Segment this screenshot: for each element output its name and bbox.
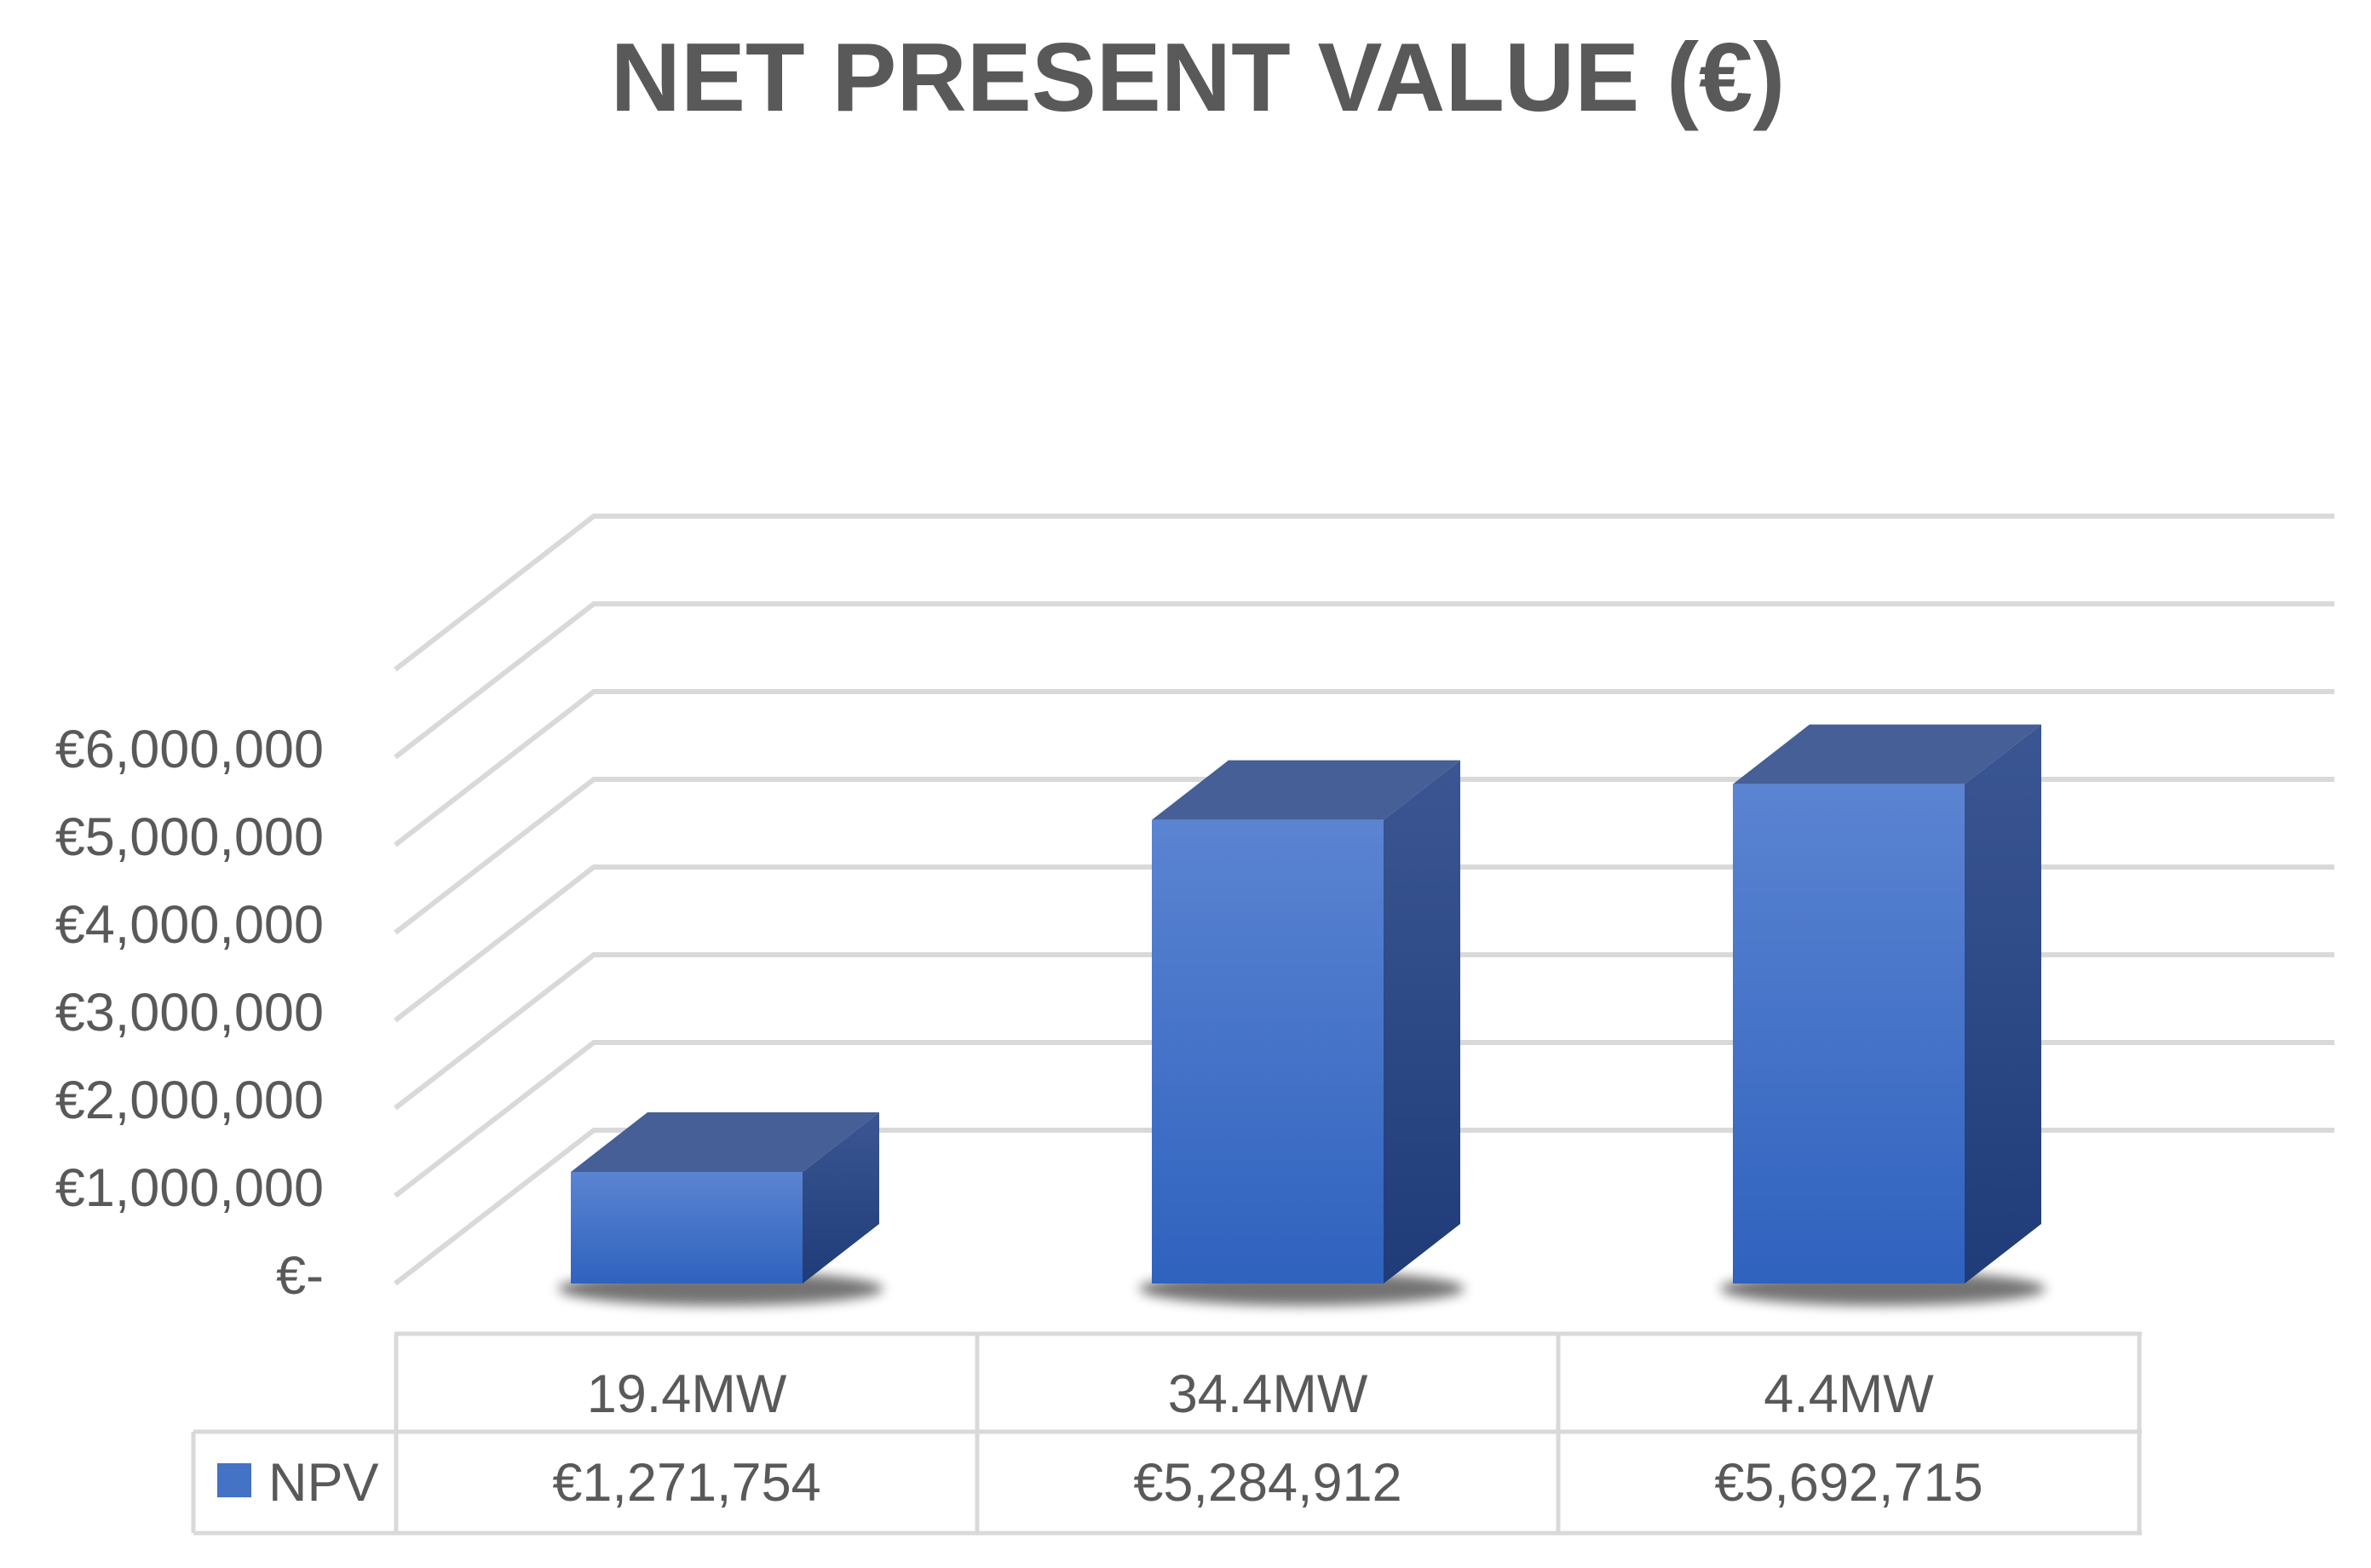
gridline (394, 689, 2334, 847)
y-tick-label: €1,000,000 (55, 1158, 324, 1218)
gridline (394, 514, 2334, 672)
chart-title: NET PRESENT VALUE (€) (611, 24, 1786, 132)
y-axis-tick-labels: €- €1,000,000 €2,000,000 €3,000,000 €4,000,0… (55, 720, 324, 1306)
bar-side-face (803, 1112, 879, 1284)
bar-front-face (1733, 784, 1965, 1284)
bar (558, 1112, 883, 1306)
bar-top-face (1733, 724, 2041, 784)
gridlines (394, 514, 2334, 1286)
y-tick-label: €3,000,000 (55, 983, 324, 1042)
data-table: NPV 19.4MW 34.4MW 4.4MW €1,271,754 €5,28… (191, 1331, 2142, 1536)
value-cell: €5,284,912 (1133, 1453, 1401, 1513)
category-label: 19.4MW (587, 1364, 787, 1424)
bar-front-face (1152, 819, 1384, 1284)
bar-side-face (1965, 724, 2041, 1284)
legend-swatch (217, 1463, 251, 1497)
bar-front-face (571, 1172, 803, 1284)
bar-top-face (1152, 760, 1460, 820)
category-label: 34.4MW (1168, 1364, 1368, 1424)
y-tick-label: €- (276, 1246, 324, 1306)
y-tick-label: €4,000,000 (55, 895, 324, 955)
bar (1720, 724, 2046, 1306)
gridline (394, 601, 2334, 760)
legend-series-name: NPV (268, 1453, 379, 1513)
category-label: 4.4MW (1764, 1364, 1934, 1424)
y-tick-label: €5,000,000 (55, 807, 324, 867)
value-cell: €5,692,715 (1714, 1453, 1983, 1513)
y-tick-label: €2,000,000 (55, 1071, 324, 1130)
bar-side-face (1384, 760, 1460, 1284)
y-tick-label: €6,000,000 (55, 720, 324, 779)
bar-top-face (571, 1112, 879, 1173)
bars (558, 724, 2046, 1306)
bar (1139, 760, 1465, 1306)
value-cell: €1,271,754 (552, 1453, 820, 1513)
